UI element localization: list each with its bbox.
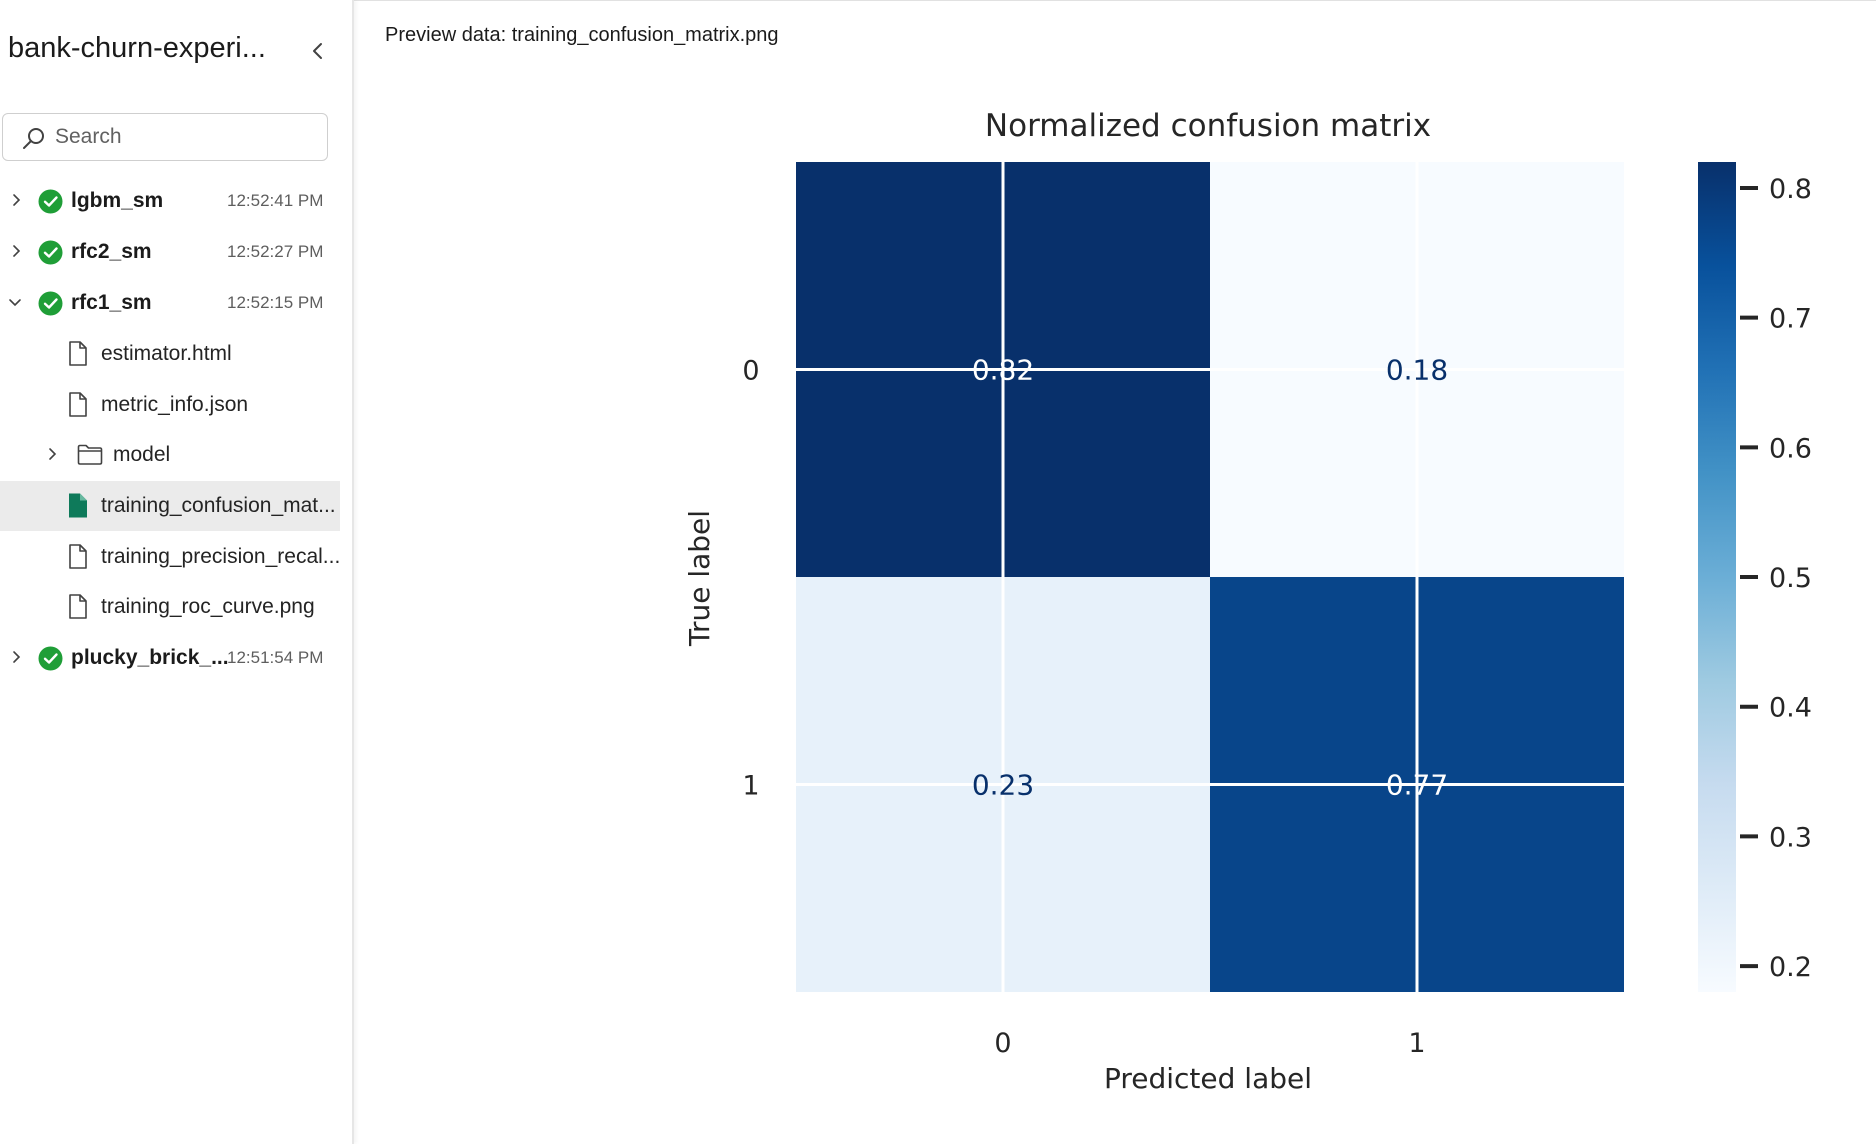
file-name: training_precision_recal... xyxy=(101,545,341,568)
colorbar-tick-label: 0.5 xyxy=(1769,563,1812,594)
file-row-training-confusion-matrix[interactable]: training_confusion_mat... xyxy=(0,481,340,531)
file-icon xyxy=(69,594,87,619)
succeeded-check-icon xyxy=(38,240,63,265)
file-icon xyxy=(69,392,87,417)
file-name: training_roc_curve.png xyxy=(101,595,315,618)
succeeded-check-icon xyxy=(38,646,63,671)
cell-value-label: 0.82 xyxy=(972,354,1034,387)
cell-value-label: 0.77 xyxy=(1386,769,1448,802)
folder-icon xyxy=(77,444,103,465)
search-input[interactable] xyxy=(55,122,315,152)
chevron-right-icon[interactable] xyxy=(9,193,23,207)
run-row-rfc1-sm[interactable]: rfc1_sm 12:52:15 PM xyxy=(0,278,340,328)
file-icon xyxy=(69,341,87,366)
collapse-sidebar-button[interactable] xyxy=(304,36,332,66)
folder-name: model xyxy=(113,443,171,466)
run-name: rfc1_sm xyxy=(71,291,152,314)
file-row-estimator[interactable]: estimator.html xyxy=(0,329,340,379)
chart-title: Normalized confusion matrix xyxy=(985,108,1431,144)
preview-title: Preview data: training_confusion_matrix.… xyxy=(385,24,779,46)
chevron-left-icon xyxy=(313,43,322,59)
colorbar-tick-label: 0.8 xyxy=(1769,174,1812,205)
file-name: metric_info.json xyxy=(101,393,249,416)
y-tick-label: 0 xyxy=(742,356,759,387)
experiment-title: bank-churn-experi... xyxy=(8,32,266,64)
run-time: 12:52:15 PM xyxy=(227,293,324,312)
image-file-icon xyxy=(69,493,87,518)
y-tick-label: 1 xyxy=(742,771,759,802)
colorbar-tick-label: 0.4 xyxy=(1769,693,1812,724)
run-time: 12:52:41 PM xyxy=(227,191,324,210)
run-time: 12:52:27 PM xyxy=(227,242,324,261)
run-row-rfc2-sm[interactable]: rfc2_sm 12:52:27 PM xyxy=(0,227,340,277)
sidebar-header: bank-churn-experi... xyxy=(0,26,354,76)
run-row-plucky-brick[interactable]: plucky_brick_... 12:51:54 PM xyxy=(0,633,340,683)
x-tick-label: 0 xyxy=(994,1028,1011,1059)
chevron-down-icon[interactable] xyxy=(8,295,22,309)
file-row-training-precision-recall[interactable]: training_precision_recal... xyxy=(0,532,340,582)
colorbar-tick-label: 0.3 xyxy=(1769,822,1812,853)
run-name: plucky_brick_... xyxy=(71,646,229,669)
succeeded-check-icon xyxy=(38,189,63,214)
x-axis-label: Predicted label xyxy=(1104,1062,1312,1095)
file-row-metric-info[interactable]: metric_info.json xyxy=(0,380,340,430)
folder-row-model[interactable]: model xyxy=(0,430,340,480)
colorbar-tick-label: 0.6 xyxy=(1769,433,1812,464)
search-box xyxy=(2,113,328,161)
run-name: lgbm_sm xyxy=(71,189,164,212)
file-row-training-roc-curve[interactable]: training_roc_curve.png xyxy=(0,582,340,632)
x-tick-label: 1 xyxy=(1408,1028,1425,1059)
run-row-lgbm-sm[interactable]: lgbm_sm 12:52:41 PM xyxy=(0,176,340,226)
chevron-right-icon[interactable] xyxy=(9,650,23,664)
search-icon xyxy=(23,128,44,149)
chevron-right-icon[interactable] xyxy=(9,244,23,258)
file-name: estimator.html xyxy=(101,342,232,365)
run-time: 12:51:54 PM xyxy=(227,648,324,667)
y-axis-label: True label xyxy=(683,510,716,647)
colorbar-tick-label: 0.7 xyxy=(1769,304,1812,335)
top-border xyxy=(0,0,1876,1)
file-icon xyxy=(69,544,87,569)
chevron-right-icon[interactable] xyxy=(45,447,59,461)
succeeded-check-icon xyxy=(38,291,63,316)
cell-value-label: 0.18 xyxy=(1386,354,1448,387)
run-name: rfc2_sm xyxy=(71,240,152,263)
colorbar-tick-label: 0.2 xyxy=(1769,952,1812,983)
colorbar xyxy=(1698,162,1736,992)
cell-value-label: 0.23 xyxy=(972,769,1034,802)
confusion-matrix-chart: Normalized confusion matrix 0.82 0.18 0.23… xyxy=(683,108,1812,1095)
experiment-sidebar: bank-churn-experi... lgbm_sm 12:52:41 PM xyxy=(0,0,354,1144)
file-name: training_confusion_mat... xyxy=(101,494,336,517)
